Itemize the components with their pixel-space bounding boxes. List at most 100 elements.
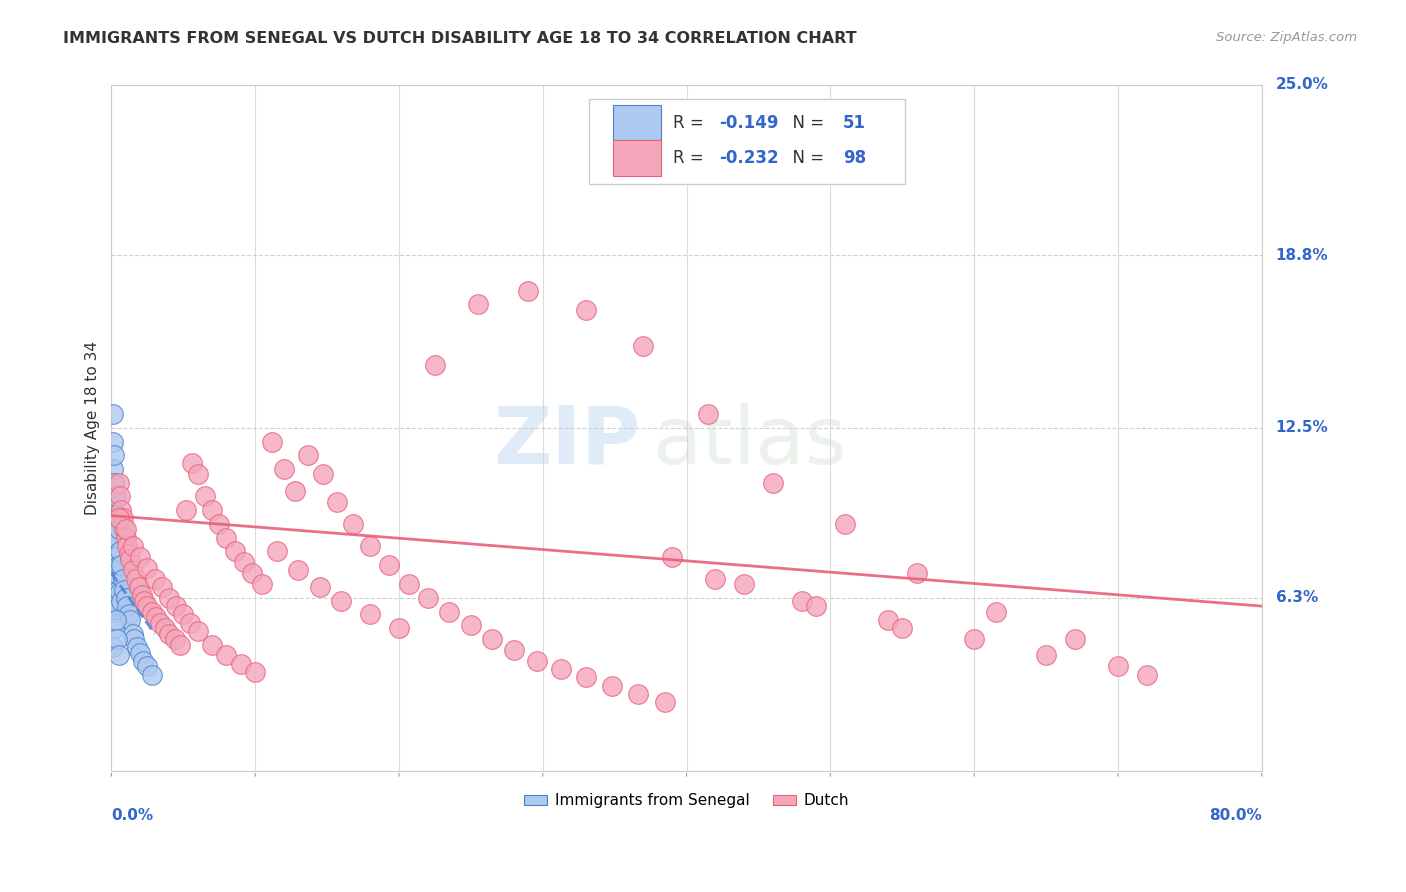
Point xyxy=(697,407,720,421)
Point xyxy=(107,558,129,572)
Point xyxy=(169,638,191,652)
Point xyxy=(187,624,209,638)
Point xyxy=(114,531,136,545)
Point xyxy=(575,670,598,684)
Point xyxy=(129,646,152,660)
Point xyxy=(326,495,349,509)
Point xyxy=(104,547,127,561)
Point xyxy=(165,599,187,614)
Point xyxy=(359,539,381,553)
Point xyxy=(107,475,129,490)
Text: 18.8%: 18.8% xyxy=(1275,247,1329,262)
Point xyxy=(127,640,149,655)
Point xyxy=(120,613,142,627)
Point xyxy=(575,302,598,317)
Point xyxy=(762,475,785,490)
Point xyxy=(124,632,146,646)
Point xyxy=(107,522,129,536)
Point xyxy=(104,613,127,627)
Point xyxy=(877,613,900,627)
Point xyxy=(633,338,655,352)
Point xyxy=(134,593,156,607)
Point xyxy=(143,572,166,586)
Point xyxy=(388,621,411,635)
Point xyxy=(101,572,124,586)
Point xyxy=(627,687,650,701)
Text: 0.0%: 0.0% xyxy=(111,808,153,823)
Point xyxy=(110,558,132,572)
Point xyxy=(103,448,125,462)
Point xyxy=(103,621,125,635)
Point xyxy=(101,407,124,421)
Point xyxy=(136,560,159,574)
Point xyxy=(105,531,128,545)
Point xyxy=(104,490,127,504)
Point xyxy=(1107,659,1129,673)
Point xyxy=(174,503,197,517)
Text: R =: R = xyxy=(673,149,709,168)
Point xyxy=(416,591,439,605)
Point xyxy=(1136,667,1159,681)
Point xyxy=(104,508,127,523)
Text: ZIP: ZIP xyxy=(494,402,641,481)
Point xyxy=(215,531,238,545)
Point xyxy=(229,657,252,671)
Text: N =: N = xyxy=(782,113,830,132)
Point xyxy=(101,462,124,476)
Point xyxy=(101,555,124,569)
Point xyxy=(600,679,623,693)
Text: Source: ZipAtlas.com: Source: ZipAtlas.com xyxy=(1216,31,1357,45)
Point xyxy=(423,358,446,372)
Point xyxy=(181,457,204,471)
Point xyxy=(108,490,131,504)
Point xyxy=(297,448,319,462)
Point xyxy=(105,632,128,646)
Point xyxy=(481,632,503,646)
Point xyxy=(136,599,159,614)
Point xyxy=(107,648,129,663)
Point xyxy=(661,549,683,564)
Point xyxy=(194,490,217,504)
Point xyxy=(550,662,572,676)
Text: N =: N = xyxy=(782,149,830,168)
Point xyxy=(108,544,131,558)
Point xyxy=(105,549,128,564)
Point xyxy=(111,572,134,586)
Point xyxy=(804,599,827,614)
Point xyxy=(145,610,167,624)
Point xyxy=(963,632,986,646)
Point xyxy=(157,626,180,640)
Point xyxy=(101,503,124,517)
Point xyxy=(1035,648,1057,663)
Point xyxy=(103,577,125,591)
Point xyxy=(201,503,224,517)
Point xyxy=(790,593,813,607)
Point xyxy=(163,632,186,646)
Point xyxy=(125,572,148,586)
Point xyxy=(224,544,246,558)
Point xyxy=(342,516,364,531)
Point xyxy=(107,599,129,614)
FancyBboxPatch shape xyxy=(613,140,661,176)
Point xyxy=(517,284,540,298)
Point xyxy=(460,618,482,632)
Point xyxy=(232,555,254,569)
Point xyxy=(378,558,401,572)
Point xyxy=(287,564,309,578)
Point xyxy=(128,580,150,594)
Point xyxy=(834,516,856,531)
Point xyxy=(103,536,125,550)
Point xyxy=(101,522,124,536)
Point xyxy=(105,511,128,525)
Point xyxy=(984,605,1007,619)
Point xyxy=(891,621,914,635)
Point xyxy=(112,522,135,536)
Point xyxy=(114,591,136,605)
Point xyxy=(503,643,526,657)
Point xyxy=(122,539,145,553)
Text: 51: 51 xyxy=(844,113,866,132)
Point xyxy=(101,539,124,553)
Point xyxy=(149,615,172,630)
Point xyxy=(266,544,288,558)
Point xyxy=(439,605,461,619)
